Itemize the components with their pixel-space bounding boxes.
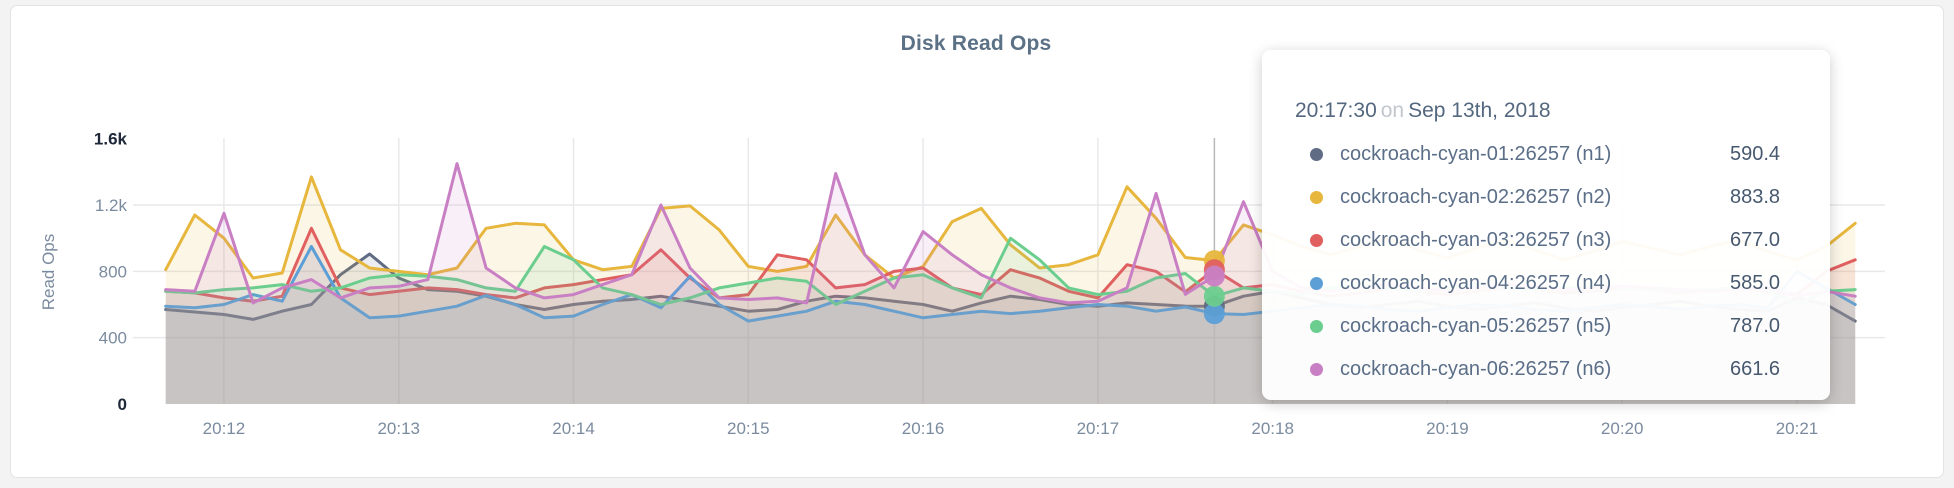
series-color-dot-icon (1310, 148, 1323, 161)
tooltip-row: cockroach-cyan-04:26257 (n4) 585.0 (1295, 262, 1792, 305)
series-value: 661.6 (1730, 358, 1781, 380)
tooltip-row: cockroach-cyan-01:26257 (n1) 590.4 (1295, 133, 1792, 176)
chart-tooltip: 20:17:30 on Sep 13th, 2018 cockroach-cyan-… (1262, 50, 1830, 400)
series-value: 787.0 (1730, 315, 1781, 337)
series-value: 585.0 (1730, 272, 1781, 294)
series-color-dot-icon (1310, 191, 1323, 204)
tooltip-date: Sep 13th, 2018 (1408, 99, 1551, 122)
tooltip-conjunction: on (1380, 99, 1405, 122)
tooltip-header: 20:17:30 on Sep 13th, 2018 (1295, 96, 1792, 126)
series-color-dot-icon (1310, 277, 1323, 290)
series-color-dot-icon (1310, 363, 1323, 376)
series-value: 883.8 (1730, 186, 1781, 208)
series-label: cockroach-cyan-05:26257 (n5) (1340, 315, 1612, 337)
series-label: cockroach-cyan-02:26257 (n2) (1340, 186, 1612, 208)
tooltip-row: cockroach-cyan-03:26257 (n3) 677.0 (1295, 219, 1792, 262)
series-label: cockroach-cyan-06:26257 (n6) (1340, 358, 1612, 380)
series-label: cockroach-cyan-03:26257 (n3) (1340, 229, 1612, 251)
chart-title: Disk Read Ops (900, 32, 1052, 55)
series-value: 590.4 (1730, 143, 1781, 165)
tooltip-series-list: cockroach-cyan-01:26257 (n1) 590.4 cockroa… (1295, 133, 1792, 391)
tooltip-row: cockroach-cyan-02:26257 (n2) 883.8 (1295, 176, 1792, 219)
tooltip-row: cockroach-cyan-06:26257 (n6) 661.6 (1295, 348, 1792, 391)
tooltip-time: 20:17:30 (1295, 99, 1377, 122)
series-color-dot-icon (1310, 234, 1323, 247)
series-label: cockroach-cyan-01:26257 (n1) (1340, 143, 1612, 165)
series-color-dot-icon (1310, 320, 1323, 333)
tooltip-row: cockroach-cyan-05:26257 (n5) 787.0 (1295, 305, 1792, 348)
series-label: cockroach-cyan-04:26257 (n4) (1340, 272, 1612, 294)
series-value: 677.0 (1730, 229, 1781, 251)
